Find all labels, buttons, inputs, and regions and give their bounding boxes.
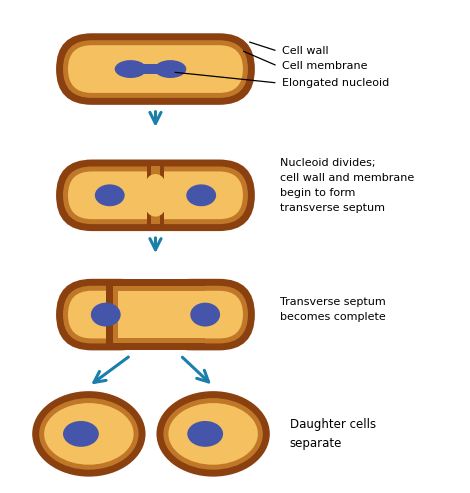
Ellipse shape — [115, 60, 147, 78]
Ellipse shape — [63, 421, 99, 447]
Text: Cell membrane: Cell membrane — [282, 61, 367, 71]
Bar — [154, 279, 205, 351]
Ellipse shape — [146, 174, 165, 195]
Bar — [147, 208, 164, 231]
Bar — [106, 279, 157, 351]
Ellipse shape — [32, 391, 146, 477]
FancyBboxPatch shape — [163, 286, 248, 344]
Bar — [150, 167, 160, 182]
Ellipse shape — [168, 403, 258, 465]
FancyBboxPatch shape — [56, 33, 255, 105]
Text: Elongated nucleoid: Elongated nucleoid — [282, 78, 389, 88]
Bar — [113, 286, 164, 344]
Ellipse shape — [190, 303, 220, 326]
Bar — [150, 208, 160, 224]
Ellipse shape — [95, 184, 125, 206]
Text: Daughter cells
separate: Daughter cells separate — [290, 418, 376, 450]
FancyBboxPatch shape — [156, 279, 255, 351]
FancyBboxPatch shape — [68, 172, 243, 219]
Ellipse shape — [155, 60, 186, 78]
FancyBboxPatch shape — [56, 279, 156, 351]
Ellipse shape — [44, 403, 133, 465]
Ellipse shape — [164, 398, 263, 470]
Ellipse shape — [157, 391, 270, 477]
Text: Transverse septum
becomes complete: Transverse septum becomes complete — [280, 297, 385, 322]
Text: Cell wall: Cell wall — [282, 46, 329, 56]
FancyBboxPatch shape — [68, 45, 243, 93]
FancyBboxPatch shape — [63, 167, 248, 224]
Bar — [131, 64, 171, 74]
Bar — [147, 160, 164, 182]
FancyBboxPatch shape — [56, 160, 255, 231]
Bar — [118, 291, 169, 339]
Text: Nucleoid divides;
cell wall and membrane
begin to form
transverse septum: Nucleoid divides; cell wall and membrane… — [280, 158, 414, 212]
Ellipse shape — [186, 184, 216, 206]
Bar — [154, 286, 205, 344]
Ellipse shape — [146, 196, 165, 216]
FancyBboxPatch shape — [63, 40, 248, 98]
FancyBboxPatch shape — [167, 291, 243, 339]
Ellipse shape — [187, 421, 223, 447]
Ellipse shape — [39, 398, 139, 470]
Ellipse shape — [91, 303, 121, 326]
Bar — [154, 291, 205, 339]
FancyBboxPatch shape — [68, 291, 143, 339]
FancyBboxPatch shape — [63, 286, 149, 344]
